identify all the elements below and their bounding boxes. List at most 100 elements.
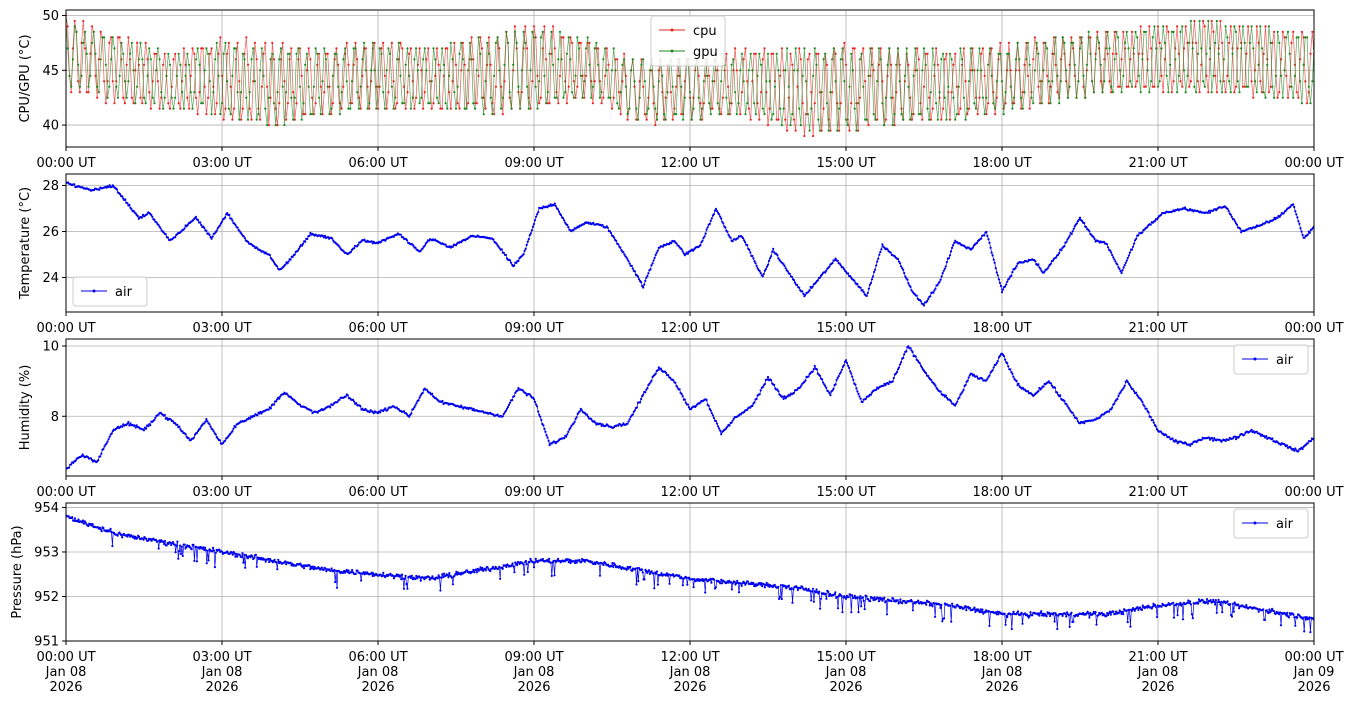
data-point-air xyxy=(528,238,530,240)
data-point-gpu xyxy=(1122,75,1124,77)
data-point-air xyxy=(660,572,662,574)
data-point-gpu xyxy=(441,47,443,49)
data-point-cpu xyxy=(285,119,287,121)
data-point-air xyxy=(980,237,982,239)
data-point-gpu xyxy=(907,86,909,88)
data-point-air xyxy=(70,463,72,465)
data-point-air xyxy=(203,422,205,424)
data-point-gpu xyxy=(925,64,927,66)
data-point-air xyxy=(1065,241,1067,243)
data-point-gpu xyxy=(185,75,187,77)
data-point-cpu xyxy=(1256,25,1258,27)
data-point-cpu xyxy=(1185,25,1187,27)
data-point-gpu xyxy=(940,58,942,60)
data-point-air xyxy=(771,251,773,253)
data-point-air xyxy=(899,598,901,600)
data-point-gpu xyxy=(892,124,894,126)
data-point-air xyxy=(273,404,275,406)
data-point-gpu xyxy=(308,86,310,88)
legend: air xyxy=(73,277,147,306)
data-point-gpu xyxy=(590,97,592,99)
data-point-cpu xyxy=(113,102,115,104)
data-point-air xyxy=(885,600,887,602)
data-point-air xyxy=(526,244,528,246)
data-point-gpu xyxy=(786,47,788,49)
data-point-gpu xyxy=(1207,20,1209,22)
data-point-gpu xyxy=(245,97,247,99)
data-point-air xyxy=(592,222,594,224)
data-point-cpu xyxy=(568,86,570,88)
data-point-gpu xyxy=(77,64,79,66)
data-point-air xyxy=(586,414,588,416)
data-point-air xyxy=(819,608,821,610)
data-point-air xyxy=(351,569,353,571)
data-point-cpu xyxy=(937,64,939,66)
data-point-air xyxy=(741,585,743,587)
legend-box xyxy=(1234,345,1308,374)
data-point-air xyxy=(298,248,300,250)
data-point-air xyxy=(1034,260,1036,262)
data-point-air xyxy=(188,437,190,439)
data-point-air xyxy=(108,438,110,440)
data-point-air xyxy=(956,401,958,403)
data-point-cpu xyxy=(460,69,462,71)
data-point-air xyxy=(845,359,847,361)
x-tick-label: 15:00 UT xyxy=(816,321,875,336)
data-point-gpu xyxy=(812,75,814,77)
data-point-air xyxy=(502,568,504,570)
data-point-gpu xyxy=(666,91,668,93)
data-point-cpu xyxy=(233,108,235,110)
data-point-air xyxy=(1137,234,1139,236)
data-point-gpu xyxy=(408,75,410,77)
data-point-cpu xyxy=(1195,42,1197,44)
data-point-air xyxy=(1037,263,1039,265)
data-point-air xyxy=(77,519,79,521)
data-point-air xyxy=(1037,390,1039,392)
data-point-gpu xyxy=(212,91,214,93)
data-point-gpu xyxy=(1226,36,1228,38)
data-point-cpu xyxy=(1309,53,1311,55)
data-point-air xyxy=(426,241,428,243)
data-point-gpu xyxy=(306,53,308,55)
data-point-gpu xyxy=(741,53,743,55)
data-point-gpu xyxy=(1263,91,1265,93)
data-point-air xyxy=(441,400,443,402)
data-point-air xyxy=(153,419,155,421)
data-point-air xyxy=(249,418,251,420)
data-point-cpu xyxy=(283,80,285,82)
data-point-cpu xyxy=(295,102,297,104)
data-point-air xyxy=(265,561,267,563)
data-point-air xyxy=(868,288,870,290)
data-point-air xyxy=(505,410,507,412)
data-point-gpu xyxy=(881,102,883,104)
data-point-air xyxy=(801,290,803,292)
data-point-air xyxy=(850,372,852,374)
data-point-air xyxy=(331,237,333,239)
data-point-air xyxy=(816,368,818,370)
data-point-gpu xyxy=(1136,36,1138,38)
data-point-air xyxy=(915,356,917,358)
data-point-gpu xyxy=(1282,97,1284,99)
data-point-cpu xyxy=(145,42,147,44)
data-point-air xyxy=(731,588,733,590)
data-point-air xyxy=(499,578,501,580)
data-point-air xyxy=(200,224,202,226)
y-axis-label: CPU/GPU (°C) xyxy=(18,34,33,122)
data-point-cpu xyxy=(1285,75,1287,77)
data-point-gpu xyxy=(1034,69,1036,71)
data-point-gpu xyxy=(133,69,135,71)
data-point-air xyxy=(323,569,325,571)
data-point-air xyxy=(833,593,835,595)
data-point-gpu xyxy=(1209,47,1211,49)
data-point-gpu xyxy=(403,102,405,104)
data-point-air xyxy=(1039,268,1041,270)
data-point-cpu xyxy=(543,25,545,27)
data-point-air xyxy=(996,271,998,273)
data-point-gpu xyxy=(715,69,717,71)
data-point-gpu xyxy=(633,80,635,82)
data-point-gpu xyxy=(928,119,930,121)
data-point-air xyxy=(557,208,559,210)
data-point-gpu xyxy=(776,53,778,55)
data-point-gpu xyxy=(750,53,752,55)
y-axis-label: Humidity (%) xyxy=(18,365,33,451)
